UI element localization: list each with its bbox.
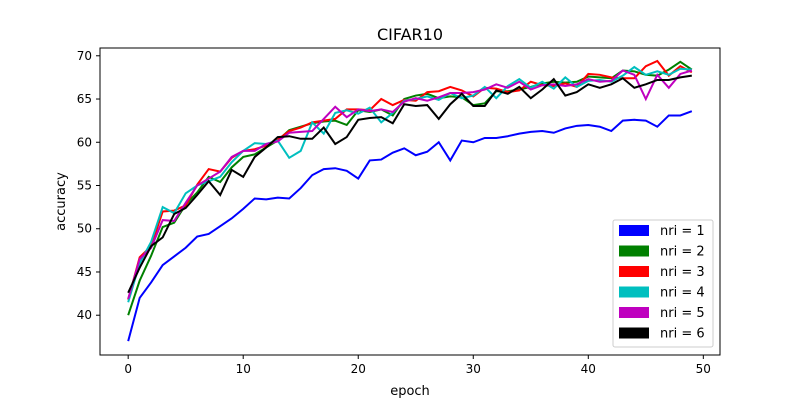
legend-swatch — [619, 225, 649, 236]
series-line-6 — [127, 74, 692, 294]
legend-label: nri = 2 — [660, 245, 705, 260]
legend-label: nri = 1 — [660, 224, 705, 239]
y-tick-label: 60 — [77, 135, 92, 149]
x-tick-label: 0 — [124, 362, 132, 376]
legend-swatch — [619, 327, 649, 339]
chart-title: CIFAR10 — [377, 25, 443, 44]
series-line-1 — [127, 110, 693, 342]
legend-label: nri = 3 — [660, 265, 705, 280]
legend-label: nri = 4 — [660, 286, 705, 301]
y-tick-label: 55 — [77, 179, 92, 193]
legend: nri = 1 nri = 2 nri = 3 nri = 4 nri = 5 nri =… — [612, 219, 714, 348]
legend-swatch — [619, 307, 649, 318]
y-tick-label: 50 — [77, 222, 92, 236]
y-tick-label: 65 — [77, 92, 92, 106]
plot-frame — [99, 47, 721, 356]
legend-label: nri = 5 — [660, 306, 705, 321]
x-tick-label: 30 — [466, 362, 481, 376]
y-tick-label: 70 — [77, 49, 92, 63]
x-axis-ticks: 0 10 20 30 40 50 — [124, 355, 711, 376]
legend-swatch — [619, 266, 649, 277]
legend-label: nri = 6 — [660, 327, 705, 342]
series-line-2 — [127, 60, 693, 316]
y-axis-label: accuracy — [54, 172, 69, 231]
legend-swatch — [619, 286, 649, 298]
legend-swatch — [619, 245, 649, 257]
plot-lines — [127, 59, 693, 342]
y-tick-label: 40 — [77, 308, 92, 322]
series-line-5 — [127, 69, 693, 300]
x-axis-label: epoch — [390, 384, 430, 399]
x-tick-label: 20 — [351, 362, 366, 376]
x-tick-label: 50 — [696, 362, 711, 376]
y-axis-ticks: 40 45 50 55 60 65 70 — [77, 49, 100, 322]
y-tick-label: 45 — [77, 265, 92, 279]
x-tick-label: 10 — [236, 362, 251, 376]
x-tick-label: 40 — [581, 362, 596, 376]
